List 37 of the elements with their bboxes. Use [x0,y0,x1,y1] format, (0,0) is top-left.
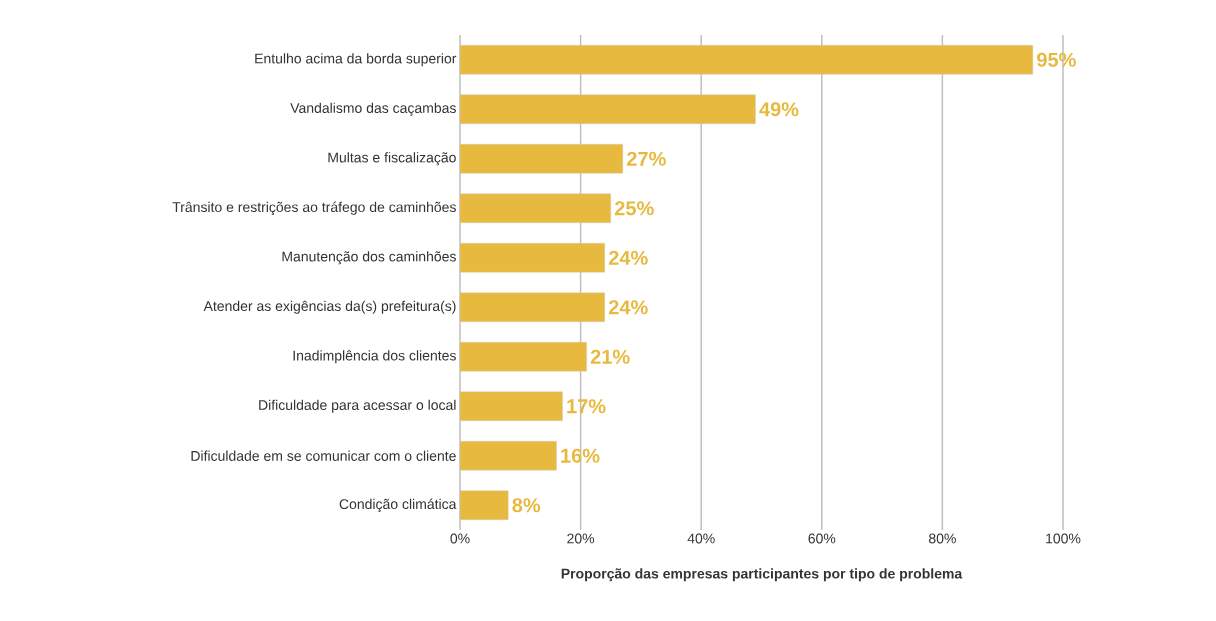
bar [459,45,1034,75]
data-label: 8% [512,498,541,513]
y-tick-label: Vandalismo das caçambas [290,102,456,116]
data-label: 17% [567,399,606,414]
x-tick-label: 40% [687,533,715,544]
y-tick-label: Atender as exigências da(s) prefeitura(s) [203,300,456,314]
data-label: 21% [590,349,630,364]
y-tick-label: Dificuldade em se comunicar com o cliente [191,450,456,461]
x-tick-label: 0% [450,533,470,544]
data-label: 16% [561,448,600,463]
data-label: 24% [608,250,648,265]
bar [459,144,624,174]
data-label: 25% [614,201,654,216]
y-tick-label: Trânsito e restrições ao tráfego de caminhões [172,201,456,215]
y-tick-label: Entulho acima da borda superior [255,53,457,67]
x-tick-label: 80% [929,533,956,544]
x-tick-label: 20% [567,533,595,544]
y-tick-label: Condição climática [339,498,457,512]
y-tick-label: Multas e fiscalização [328,152,456,166]
data-label: 24% [608,300,648,315]
bar [459,94,756,124]
y-tick-label: Dificuldade para acessar o local [259,399,456,413]
data-label: 27% [627,151,666,166]
bar [459,441,557,471]
bar [459,342,587,372]
x-tick-label: 60% [808,533,836,544]
x-tick-label: 100% [1046,533,1081,544]
bar [459,292,605,322]
bar [459,243,605,273]
y-tick-label: Manutenção dos caminhões [282,251,456,265]
data-label: 95% [1037,52,1076,67]
bar [459,490,509,520]
data-label: 49% [759,102,799,117]
bar [459,391,563,421]
y-tick-label: Inadimplência dos clientes [293,350,456,364]
bar [459,193,611,223]
x-axis-title: Proporção das empresas participantes por tipo de problema [561,568,963,582]
